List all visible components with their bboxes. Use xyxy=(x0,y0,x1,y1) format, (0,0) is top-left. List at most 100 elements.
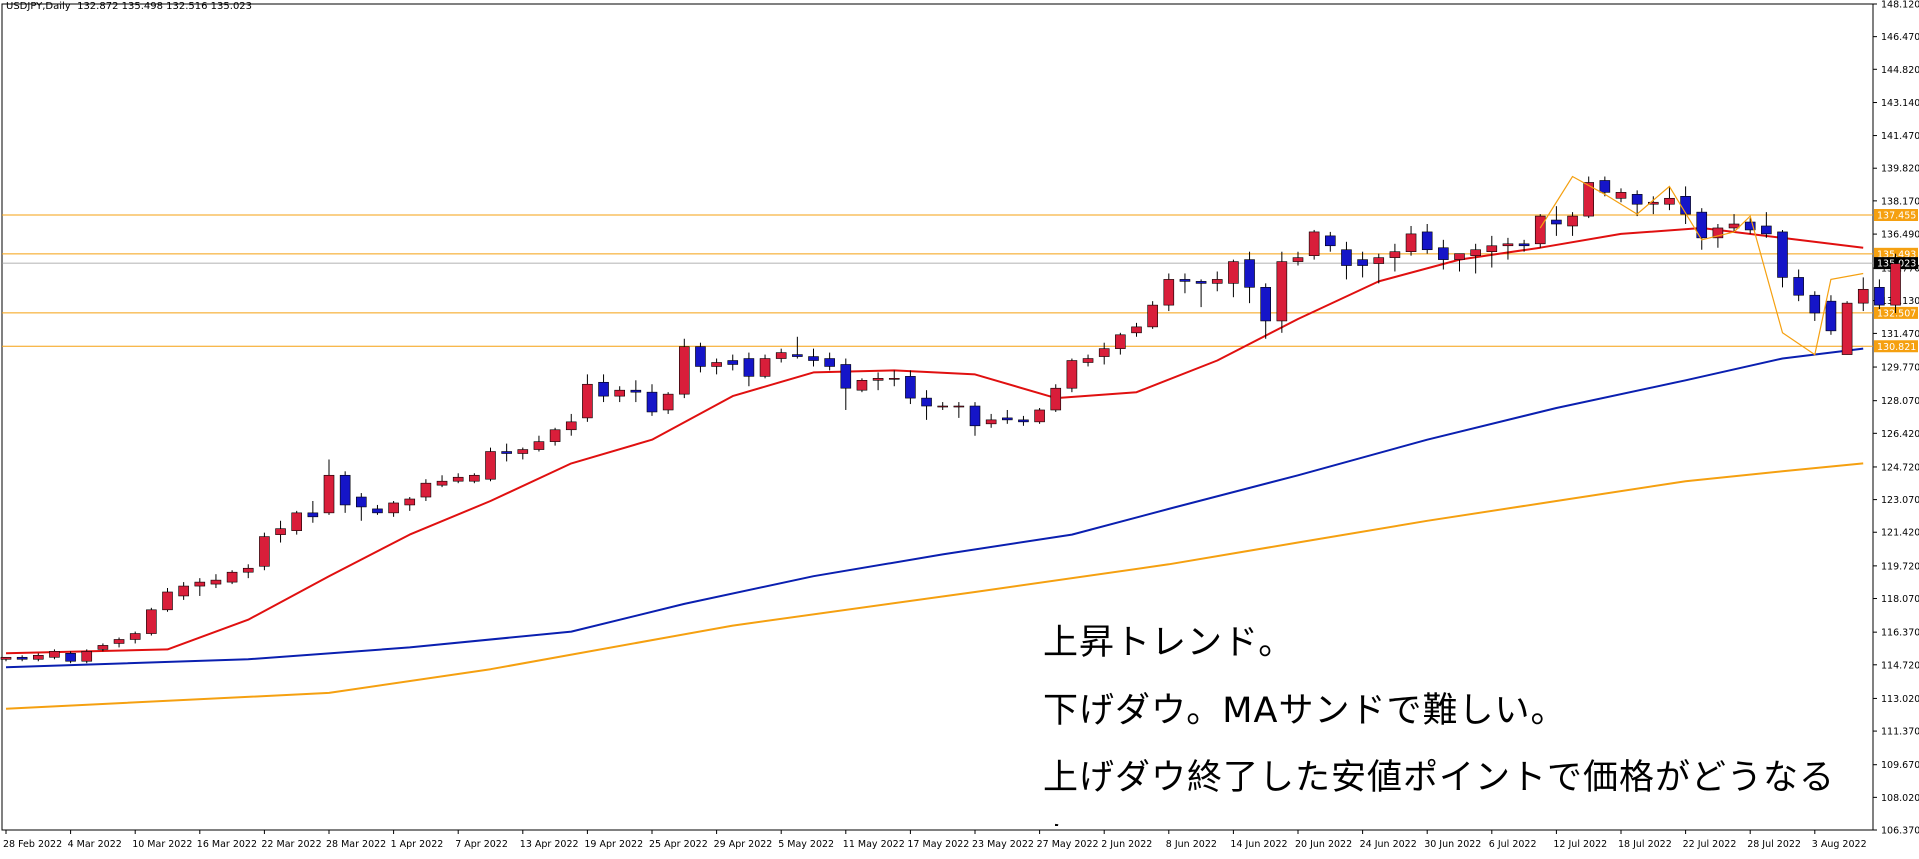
candle-body xyxy=(1615,192,1627,199)
candle xyxy=(1292,251,1304,266)
candle xyxy=(711,358,722,375)
candle xyxy=(1211,271,1223,292)
candle xyxy=(582,374,593,422)
candle-body xyxy=(178,585,189,597)
candle-body xyxy=(1325,235,1336,247)
candle-body xyxy=(1115,334,1126,349)
candle-body xyxy=(1018,419,1029,423)
candle xyxy=(1615,188,1627,203)
candle xyxy=(275,520,286,543)
y-tick-label: 126.420 xyxy=(1881,429,1919,440)
y-tick-label: 121.420 xyxy=(1881,528,1919,539)
y-tick-label: 131.470 xyxy=(1881,329,1919,340)
candle-body xyxy=(582,383,593,419)
candle xyxy=(1001,409,1013,424)
candle-body xyxy=(113,639,125,644)
candle xyxy=(1260,283,1271,339)
moving-average-line xyxy=(5,462,1864,710)
y-tick-label: 123.070 xyxy=(1881,495,1919,506)
candle xyxy=(469,473,480,484)
candle-body xyxy=(1712,227,1724,239)
candle xyxy=(856,378,868,393)
candle xyxy=(1131,322,1142,337)
candle-body xyxy=(194,581,206,587)
candle-body xyxy=(1389,251,1401,258)
candle-body xyxy=(65,653,76,662)
candle xyxy=(921,390,932,420)
candle-body xyxy=(1664,197,1675,205)
candle-body xyxy=(1809,294,1821,314)
candle-body xyxy=(469,474,480,482)
y-tick-label: 144.820 xyxy=(1881,65,1919,76)
candle-body xyxy=(1777,231,1788,278)
candle-body xyxy=(404,498,416,506)
candle-body xyxy=(695,346,706,367)
x-tick-label: 1 Apr 2022 xyxy=(391,839,444,850)
y-tick-label: 128.070 xyxy=(1881,396,1919,407)
y-tick-label: 111.370 xyxy=(1881,727,1919,738)
x-tick-label: 14 Jun 2022 xyxy=(1230,839,1287,850)
candle-body xyxy=(420,482,432,498)
candle-body xyxy=(662,393,674,411)
candle-body xyxy=(614,389,626,397)
candle-body xyxy=(323,474,335,514)
candle-body xyxy=(549,429,561,442)
candle xyxy=(549,427,561,446)
candle xyxy=(1648,196,1659,215)
symbol-label: USDJPY,Daily xyxy=(6,1,71,12)
candle-body xyxy=(0,656,12,660)
candle xyxy=(630,380,642,403)
x-tick-label: 2 Jun 2022 xyxy=(1101,839,1152,850)
candle-body xyxy=(1373,257,1385,264)
candle-body xyxy=(1825,300,1837,332)
x-tick-label: 11 May 2022 xyxy=(843,839,905,850)
candle-body xyxy=(856,379,868,391)
candle xyxy=(1454,253,1465,272)
y-tick-label: 143.140 xyxy=(1881,98,1919,109)
y-tick-label: 124.720 xyxy=(1881,462,1919,473)
candle-body xyxy=(743,358,755,377)
candle-body xyxy=(792,354,803,357)
candle xyxy=(1341,241,1352,280)
candle-body xyxy=(1857,288,1869,304)
candle-body xyxy=(565,421,577,431)
candle-body xyxy=(1147,304,1158,328)
candle xyxy=(678,338,690,399)
candle xyxy=(905,370,916,405)
candle xyxy=(1874,279,1885,310)
candle xyxy=(1066,358,1078,393)
chart-header: USDJPY,Daily 132.872 135.498 132.516 135… xyxy=(6,1,252,12)
candle xyxy=(792,336,803,359)
candle xyxy=(1438,239,1449,270)
candle xyxy=(1841,301,1853,355)
candle xyxy=(97,643,109,652)
y-tick-label: 106.370 xyxy=(1881,826,1919,837)
candle xyxy=(840,358,852,410)
candle xyxy=(1195,279,1207,308)
candle xyxy=(646,384,658,416)
x-tick-label: 20 Jun 2022 xyxy=(1295,839,1352,850)
y-tick-label: 138.170 xyxy=(1881,196,1919,207)
x-tick-label: 25 Apr 2022 xyxy=(649,839,708,850)
candle-body xyxy=(1034,409,1045,423)
x-tick-label: 28 Jul 2022 xyxy=(1747,839,1801,850)
candle-body xyxy=(937,405,949,408)
candle-body xyxy=(921,397,932,407)
candle-body xyxy=(1744,221,1756,231)
candle xyxy=(452,473,464,484)
candle-body xyxy=(905,376,916,399)
x-tick-label: 23 May 2022 xyxy=(972,839,1034,850)
candle xyxy=(1664,186,1675,211)
candle xyxy=(1115,332,1126,355)
candle xyxy=(113,637,125,648)
candle xyxy=(1631,190,1643,217)
x-tick-label: 13 Apr 2022 xyxy=(520,839,579,850)
moving-average-line xyxy=(5,227,1864,655)
candle-body xyxy=(533,441,545,450)
x-tick-label: 3 Aug 2022 xyxy=(1812,839,1867,850)
candle xyxy=(1583,176,1594,219)
candle xyxy=(1857,277,1869,312)
candle-body xyxy=(1696,211,1708,239)
candle-body xyxy=(1357,259,1368,266)
